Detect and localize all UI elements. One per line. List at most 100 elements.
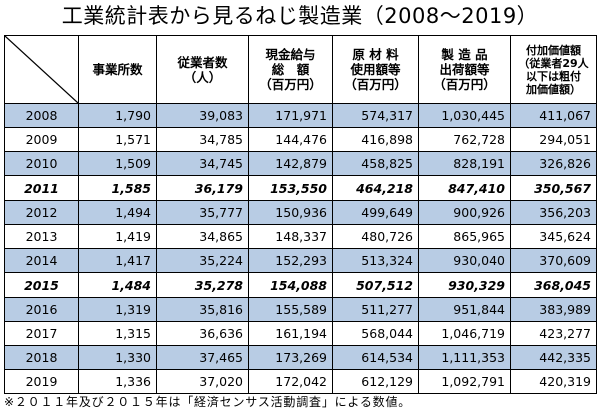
- shipments-cell: 951,844: [418, 297, 511, 322]
- materials-cell: 499,649: [332, 200, 419, 225]
- value-added-cell: 350,567: [510, 175, 597, 201]
- header-value-added: 付加価値額 （従業者29人 以下は粗付 加価値額）: [510, 35, 597, 104]
- establishments-cell: 1,509: [78, 151, 157, 176]
- shipments-cell: 1,092,791: [418, 369, 511, 394]
- value-added-cell: 423,277: [510, 321, 597, 346]
- value-added-cell: 345,624: [510, 224, 597, 249]
- table-row: 2011 1,585 36,179 153,550 464,218 847,410 350,…: [4, 175, 597, 201]
- establishments-cell: 1,319: [78, 297, 157, 322]
- table-row: 2019 1,336 37,020 172,042 612,129 1,092,791 42…: [4, 369, 597, 394]
- wages-cell: 173,269: [248, 345, 333, 370]
- employees-cell: 35,816: [156, 297, 249, 322]
- header-corner-cell: [4, 35, 79, 104]
- table-row: 2015 1,484 35,278 154,088 507,512 930,329 368,…: [4, 272, 597, 298]
- table-row: 2017 1,315 36,636 161,194 568,044 1,046,719 42…: [4, 321, 597, 346]
- wages-cell: 161,194: [248, 321, 333, 346]
- year-cell: 2009: [4, 127, 79, 152]
- value-added-cell: 368,045: [510, 272, 597, 298]
- value-added-cell: 383,989: [510, 297, 597, 322]
- footnote: ※２０１１年及び２０１５年は「経済センサス活動調査」による数値。: [4, 395, 412, 409]
- shipments-cell: 847,410: [418, 175, 511, 201]
- shipments-cell: 1,111,353: [418, 345, 511, 370]
- year-cell: 2016: [4, 297, 79, 322]
- year-cell: 2014: [4, 248, 79, 273]
- establishments-cell: 1,585: [78, 175, 157, 201]
- year-cell: 2012: [4, 200, 79, 225]
- employees-cell: 34,865: [156, 224, 249, 249]
- shipments-cell: 1,030,445: [418, 103, 511, 128]
- employees-cell: 35,278: [156, 272, 249, 298]
- materials-cell: 416,898: [332, 127, 419, 152]
- data-table: 事業所数 従業者数 （人） 現金給与 総 額 （百万円） 原 材 料 使用額等 …: [4, 35, 597, 394]
- header-establishments: 事業所数: [78, 35, 157, 104]
- employees-cell: 35,224: [156, 248, 249, 273]
- wages-cell: 144,476: [248, 127, 333, 152]
- year-cell: 2018: [4, 345, 79, 370]
- diagonal-line: [5, 36, 78, 103]
- wages-cell: 171,971: [248, 103, 333, 128]
- shipments-cell: 865,965: [418, 224, 511, 249]
- shipments-cell: 930,040: [418, 248, 511, 273]
- employees-cell: 36,179: [156, 175, 249, 201]
- year-cell: 2013: [4, 224, 79, 249]
- materials-cell: 511,277: [332, 297, 419, 322]
- table-row: 2012 1,494 35,777 150,936 499,649 900,926 356,…: [4, 200, 597, 225]
- shipments-cell: 930,329: [418, 272, 511, 298]
- materials-cell: 513,324: [332, 248, 419, 273]
- value-added-cell: 356,203: [510, 200, 597, 225]
- table-row: 2018 1,330 37,465 173,269 614,534 1,111,353 44…: [4, 345, 597, 370]
- table-row: 2016 1,319 35,816 155,589 511,277 951,844 383,…: [4, 297, 597, 322]
- materials-cell: 458,825: [332, 151, 419, 176]
- header-materials: 原 材 料 使用額等 （百万円）: [332, 35, 419, 104]
- year-cell: 2017: [4, 321, 79, 346]
- wages-cell: 154,088: [248, 272, 333, 298]
- value-added-cell: 411,067: [510, 103, 597, 128]
- wages-cell: 153,550: [248, 175, 333, 201]
- materials-cell: 464,218: [332, 175, 419, 201]
- header-row: 事業所数 従業者数 （人） 現金給与 総 額 （百万円） 原 材 料 使用額等 …: [4, 35, 597, 104]
- value-added-cell: 420,319: [510, 369, 597, 394]
- header-wages: 現金給与 総 額 （百万円）: [248, 35, 333, 104]
- establishments-cell: 1,494: [78, 200, 157, 225]
- materials-cell: 568,044: [332, 321, 419, 346]
- year-cell: 2011: [4, 175, 79, 201]
- wages-cell: 150,936: [248, 200, 333, 225]
- employees-cell: 35,777: [156, 200, 249, 225]
- value-added-cell: 294,051: [510, 127, 597, 152]
- year-cell: 2019: [4, 369, 79, 394]
- value-added-cell: 370,609: [510, 248, 597, 273]
- year-cell: 2010: [4, 151, 79, 176]
- table-row: 2009 1,571 34,785 144,476 416,898 762,728 294,…: [4, 127, 597, 152]
- employees-cell: 39,083: [156, 103, 249, 128]
- table-row: 2013 1,419 34,865 148,337 480,726 865,965 345,…: [4, 224, 597, 249]
- page-title: 工業統計表から見るねじ製造業（2008～2019）: [61, 4, 539, 28]
- table-row: 2008 1,790 39,083 171,971 574,317 1,030,445 41…: [4, 103, 597, 128]
- establishments-cell: 1,330: [78, 345, 157, 370]
- shipments-cell: 900,926: [418, 200, 511, 225]
- wages-cell: 148,337: [248, 224, 333, 249]
- materials-cell: 614,534: [332, 345, 419, 370]
- establishments-cell: 1,571: [78, 127, 157, 152]
- employees-cell: 37,465: [156, 345, 249, 370]
- employees-cell: 37,020: [156, 369, 249, 394]
- shipments-cell: 1,046,719: [418, 321, 511, 346]
- wages-cell: 142,879: [248, 151, 333, 176]
- table-body: 2008 1,790 39,083 171,971 574,317 1,030,445 41…: [4, 103, 597, 394]
- shipments-cell: 762,728: [418, 127, 511, 152]
- employees-cell: 36,636: [156, 321, 249, 346]
- header-employees: 従業者数 （人）: [156, 35, 249, 104]
- value-added-cell: 326,826: [510, 151, 597, 176]
- materials-cell: 574,317: [332, 103, 419, 128]
- wages-cell: 172,042: [248, 369, 333, 394]
- year-cell: 2008: [4, 103, 79, 128]
- year-cell: 2015: [4, 272, 79, 298]
- header-shipments: 製 造 品 出荷額等 （百万円）: [418, 35, 511, 104]
- shipments-cell: 828,191: [418, 151, 511, 176]
- value-added-cell: 442,335: [510, 345, 597, 370]
- establishments-cell: 1,315: [78, 321, 157, 346]
- wages-cell: 155,589: [248, 297, 333, 322]
- wages-cell: 152,293: [248, 248, 333, 273]
- employees-cell: 34,745: [156, 151, 249, 176]
- materials-cell: 507,512: [332, 272, 419, 298]
- establishments-cell: 1,790: [78, 103, 157, 128]
